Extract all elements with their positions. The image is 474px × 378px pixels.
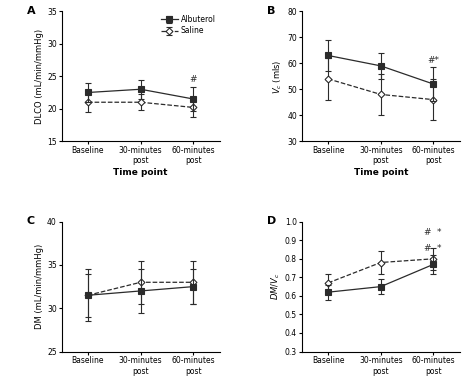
X-axis label: Time point: Time point — [354, 168, 408, 177]
Text: *: * — [437, 228, 441, 237]
Text: #: # — [423, 244, 431, 253]
Text: A: A — [27, 6, 36, 16]
Text: D: D — [267, 217, 276, 226]
Y-axis label: $DM/V_c$: $DM/V_c$ — [270, 273, 282, 300]
Y-axis label: $V_c$ (mls): $V_c$ (mls) — [272, 59, 284, 93]
Legend: Albuterol, Saline: Albuterol, Saline — [161, 15, 216, 36]
X-axis label: Time point: Time point — [113, 168, 168, 177]
Y-axis label: DM (mL/min/mmHg): DM (mL/min/mmHg) — [35, 244, 44, 329]
Y-axis label: DLCO (mL/min/mmHg): DLCO (mL/min/mmHg) — [35, 29, 44, 124]
Text: C: C — [27, 217, 35, 226]
Text: *: * — [437, 244, 441, 253]
Text: #*: #* — [428, 56, 439, 65]
Text: #: # — [423, 228, 431, 237]
Text: #: # — [190, 75, 197, 84]
Text: B: B — [267, 6, 275, 16]
